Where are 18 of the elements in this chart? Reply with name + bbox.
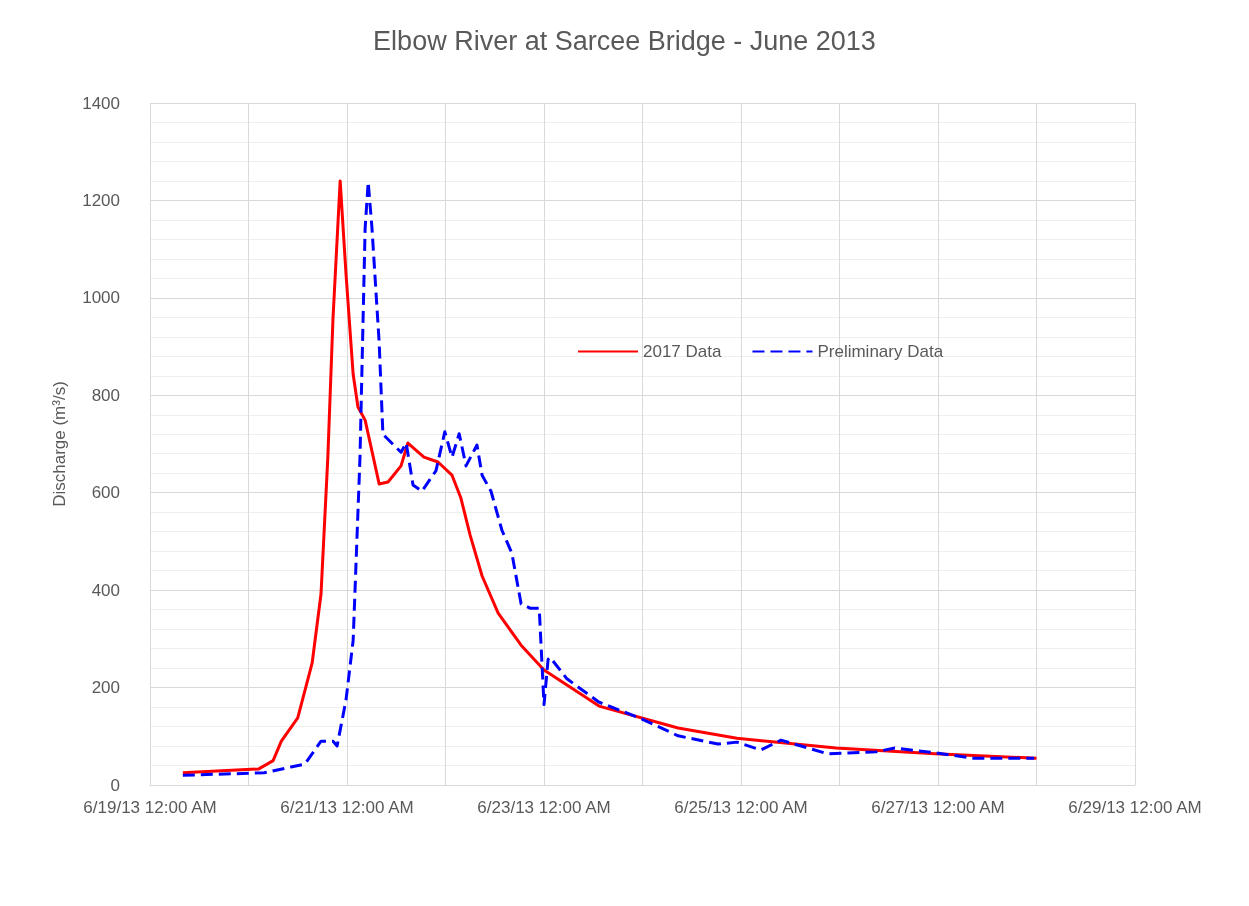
- x-tick-label: 6/23/13 12:00 AM: [477, 798, 611, 817]
- y-tick-label: 400: [91, 580, 120, 600]
- chart-title: Elbow River at Sarcee Bridge - June 2013: [373, 25, 876, 56]
- legend-label: 2017 Data: [643, 342, 722, 361]
- y-tick-label: 800: [91, 385, 120, 405]
- y-axis-title: Discharge (m³/s): [50, 381, 69, 507]
- x-tick-label: 6/27/13 12:00 AM: [871, 798, 1005, 817]
- x-tick-label: 6/19/13 12:00 AM: [83, 798, 217, 817]
- y-tick-label: 1200: [82, 190, 120, 210]
- y-tick-label: 600: [91, 483, 120, 503]
- y-tick-label: 1000: [82, 288, 120, 308]
- x-tick-label: 6/25/13 12:00 AM: [674, 798, 808, 817]
- y-tick-label: 0: [110, 775, 120, 795]
- y-tick-label: 200: [91, 678, 120, 698]
- x-tick-label: 6/21/13 12:00 AM: [280, 798, 414, 817]
- x-tick-label: 6/29/13 12:00 AM: [1068, 798, 1202, 817]
- y-tick-label: 1400: [82, 93, 120, 113]
- legend-label: Preliminary Data: [817, 342, 944, 361]
